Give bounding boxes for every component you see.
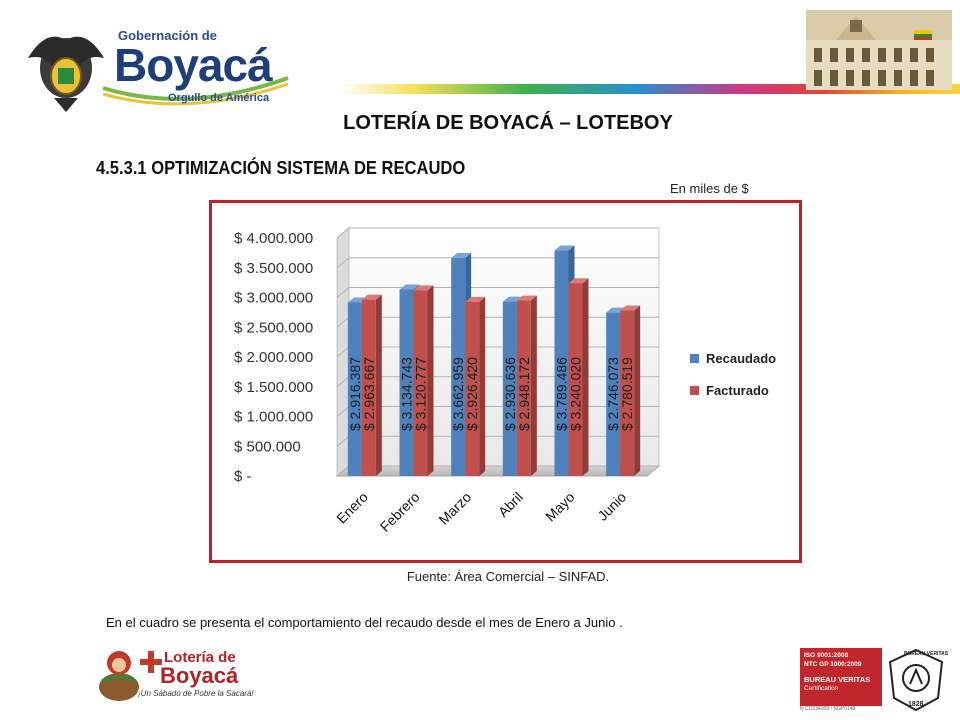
bar-recaudado (554, 250, 569, 476)
certification-seal: ISO 9001:2008 NTC GP 1000:2009 BUREAU VE… (800, 648, 948, 712)
y-tick-label: $ 1.000.000 (234, 409, 313, 426)
cert-code: N CO234309 / NGP0148 (800, 706, 856, 712)
bar-recaudado (502, 301, 517, 476)
y-tick-label: $ 500.000 (234, 438, 301, 455)
bar-facturado (465, 301, 480, 476)
chart: $ - $ 500.000 $ 1.000.000 $ 1.500.000 $ 2.00… (234, 226, 776, 535)
bar-top (451, 253, 472, 259)
data-label: $ 3.120.777 (413, 357, 429, 431)
y-tick-label: $ 2.000.000 (234, 349, 313, 366)
x-tick-label: Enero (333, 489, 371, 527)
bar-top (568, 278, 589, 284)
data-label: $ 3.134.743 (399, 357, 415, 431)
legend-swatch (690, 386, 699, 395)
cert-year: 1828 (908, 701, 924, 708)
bar-recaudado (606, 312, 621, 476)
summary-text: En el cuadro se presenta el comportamien… (106, 615, 623, 630)
bar-recaudado (451, 258, 466, 476)
loteria-slogan: ¡Un Sábado de Pobre la Sacará! (138, 689, 254, 698)
page-title: LOTERÍA DE BOYACÁ – LOTEBOY (343, 112, 673, 134)
header-color-band (340, 84, 960, 94)
x-tick-label: Marzo (435, 489, 474, 528)
bar-side (582, 278, 589, 476)
bureau-veritas-emblem-icon (888, 648, 944, 712)
bar-side (375, 294, 382, 476)
data-label: $ 2.963.667 (361, 357, 377, 431)
x-tick-label: Mayo (542, 489, 578, 525)
y-tick-label: $ 3.000.000 (234, 290, 313, 307)
gridline (336, 227, 659, 239)
gobernacion-logo: Gobernación de Boyacá Orgullo de América (18, 18, 308, 118)
logo-tagline: Orgullo de América (168, 92, 270, 104)
data-label: $ 2.948.172 (516, 357, 532, 431)
bar-recaudado (347, 302, 362, 476)
section-heading: 4.5.3.1 OPTIMIZACIÓN SISTEMA DE RECAUDO (96, 158, 466, 178)
data-label: $ 2.780.519 (619, 357, 635, 431)
loteria-line2: Boyacá (160, 663, 239, 688)
bar-facturado (516, 300, 531, 476)
source-note: Fuente: Área Comercial – SINFAD. (406, 569, 610, 584)
bar-top (516, 295, 537, 301)
x-tick-label: Junio (594, 489, 629, 524)
x-tick-label: Febrero (377, 489, 423, 535)
y-tick-label: $ 2.500.000 (234, 319, 313, 336)
cert-line2: NTC GP 1000:2009 (804, 661, 862, 668)
data-label: $ 2.930.636 (502, 357, 518, 431)
y-tick-label: $ 1.500.000 (234, 379, 313, 396)
bar-side (479, 296, 486, 476)
cert-box: ISO 9001:2008 NTC GP 1000:2009 BUREAU VE… (800, 648, 882, 706)
bar-side (427, 285, 434, 476)
data-label: $ 3.662.959 (450, 357, 466, 431)
y-tick-label: $ 4.000.000 (234, 230, 313, 247)
loteria-line1: Lotería de (164, 649, 236, 666)
cert-badge-text: BUREAU VERITAS (904, 651, 949, 657)
legend-label: Facturado (706, 383, 769, 398)
legend-swatch (690, 354, 699, 363)
data-label: $ 2.926.420 (464, 357, 480, 431)
cert-line3: BUREAU VERITAS (804, 675, 871, 684)
data-label: $ 2.746.073 (605, 357, 621, 431)
x-axis-labels: Enero Febrero Marzo Abril Mayo Junio (333, 489, 629, 535)
government-building-photo (806, 10, 952, 90)
cross-emblem-icon (140, 651, 162, 673)
bar-top (361, 294, 382, 300)
data-label: $ 3.240.020 (568, 357, 584, 431)
bars: $ 2.916.387$ 2.963.667 $ 3.134.743$ 3.120… (347, 245, 641, 476)
logo-small-text: Gobernación de (118, 28, 217, 43)
bar-facturado (361, 299, 376, 476)
mascot-icon (99, 651, 139, 701)
bar-top (465, 296, 486, 302)
bar-side (530, 295, 537, 476)
bar-top (554, 245, 575, 251)
bar-top (399, 284, 420, 290)
cert-line4: Certification (804, 685, 839, 692)
data-label: $ 3.789.486 (554, 357, 570, 431)
cert-line1: ISO 9001:2008 (804, 652, 849, 659)
data-label: $ 2.916.387 (347, 357, 363, 431)
bar-facturado (413, 290, 428, 476)
y-tick-label: $ - (234, 468, 252, 485)
bar-top (413, 285, 434, 291)
logo-main-text: Boyacá (114, 39, 273, 91)
unit-note: En miles de $ (670, 181, 749, 196)
y-axis-labels: $ - $ 500.000 $ 1.000.000 $ 1.500.000 $ 2.00… (234, 230, 313, 485)
bar-recaudado (399, 289, 414, 476)
loteria-logo: Lotería de Boyacá ¡Un Sábado de Pobre la… (94, 647, 254, 703)
y-tick-label: $ 3.500.000 (234, 260, 313, 277)
bar-facturado (568, 283, 583, 476)
eagle-crest-icon (28, 36, 289, 112)
bar-top (620, 305, 641, 311)
x-tick-label: Abril (495, 489, 526, 520)
bar-facturado (620, 310, 635, 476)
bar-side (634, 305, 641, 476)
legend: Recaudado Facturado (690, 351, 776, 398)
legend-label: Recaudado (706, 351, 776, 366)
